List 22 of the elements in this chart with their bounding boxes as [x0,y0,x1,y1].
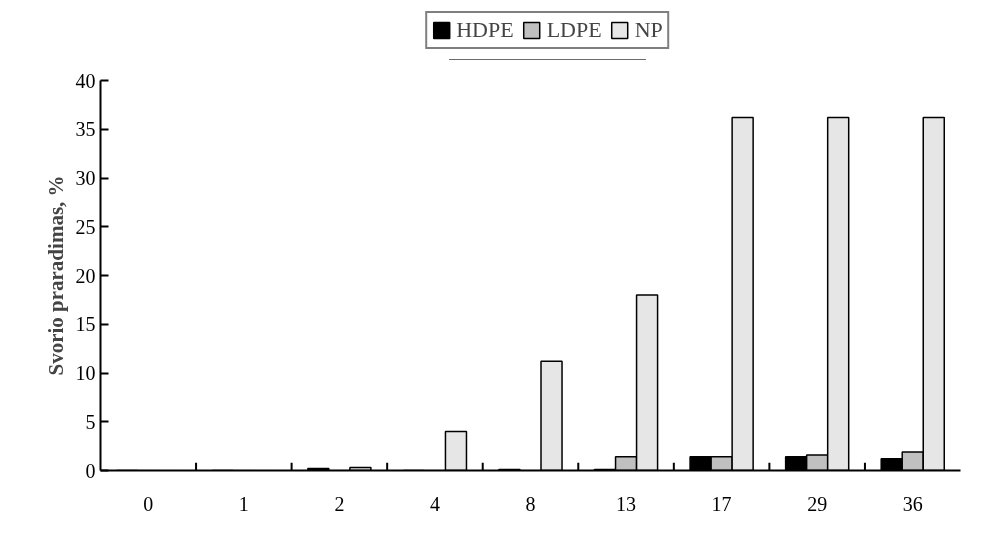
legend-label: NP [634,17,663,43]
y-tick-label: 30 [75,167,96,189]
legend-label: HDPE [456,17,514,43]
x-tick-label: 36 [902,492,923,515]
x-tick-label: 29 [807,492,828,515]
x-tick-label: 2 [334,492,345,515]
y-tick-label: 25 [75,215,96,238]
y-tick-label: 35 [75,118,96,141]
y-tick-label: 5 [85,410,96,433]
x-tick-label: 4 [429,492,440,515]
x-tick-label: 13 [616,492,637,515]
y-tick-label: 15 [75,313,96,336]
x-tick-label: 17 [711,492,732,515]
y-tick-label: 20 [75,264,96,287]
y-tick-label: 40 [75,69,96,92]
x-tick-label: 1 [238,492,249,515]
legend-label: LDPE [546,17,602,43]
x-tick-label: 0 [143,492,154,515]
y-tick-label: 0 [85,459,96,482]
x-tick-label: 8 [525,492,536,515]
y-tick-label: 10 [75,362,96,384]
y-axis-title: Svorio praradimas, % [43,175,68,376]
